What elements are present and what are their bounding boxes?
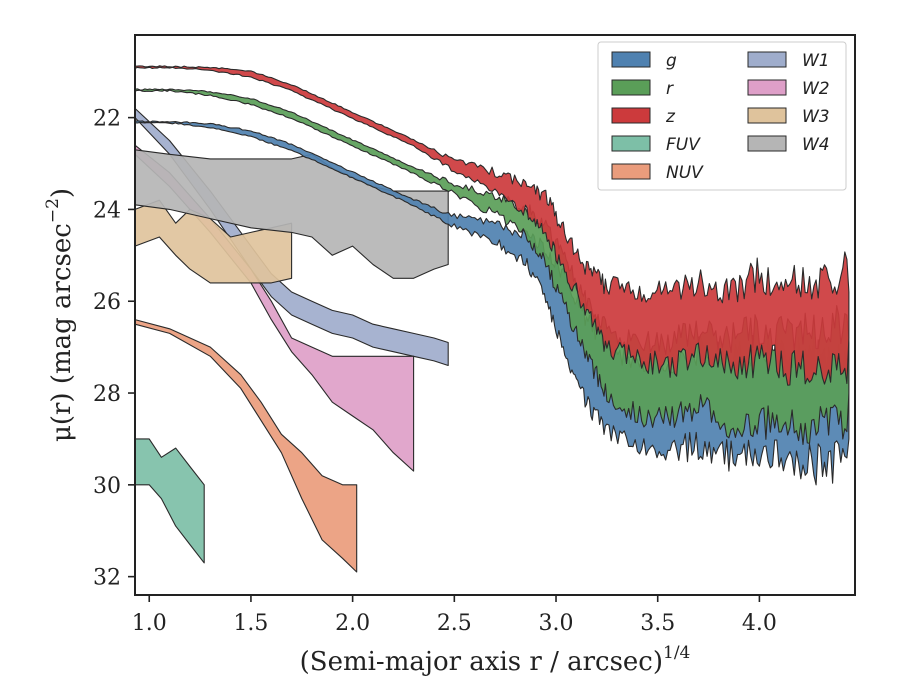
series-band-w4 xyxy=(134,149,449,279)
legend-label-r: r xyxy=(666,79,674,99)
y-tick-label: 32 xyxy=(93,566,121,591)
legend-label-fuv: FUV xyxy=(666,135,701,155)
y-tick-label: 28 xyxy=(93,382,121,407)
y-tick-label: 30 xyxy=(93,474,121,499)
x-tick-label: 2.0 xyxy=(335,611,370,636)
x-axis-label: (Semi-major axis r / arcsec)1/4 xyxy=(300,643,691,677)
x-tick-label: 1.0 xyxy=(132,611,167,636)
x-tick-label: 3.5 xyxy=(640,611,675,636)
x-tick-label: 2.5 xyxy=(437,611,472,636)
legend-swatch-r xyxy=(611,79,651,96)
legend-label-w4: W4 xyxy=(802,135,830,155)
series-band-w1 xyxy=(134,107,449,367)
series-layer xyxy=(134,65,850,573)
legend-label-g: g xyxy=(666,51,677,71)
x-tick-label: 1.5 xyxy=(233,611,268,636)
legend-label-w2: W2 xyxy=(802,79,830,99)
legend-label-z: z xyxy=(665,107,676,127)
legend-swatch-fuv xyxy=(611,135,651,152)
legend-swatch-z xyxy=(611,107,651,124)
y-axis-label: μ(r) (mag arcsec−2) xyxy=(43,188,77,442)
legend-label-w3: W3 xyxy=(802,107,830,127)
axis-ticks: 1.0 1.5 2.0 2.5 3.0 3.5 4.0 22 24 26 28 30 32 xyxy=(93,107,777,636)
legend-box xyxy=(597,41,847,191)
plot-frame xyxy=(134,34,856,596)
legend-swatch-g xyxy=(611,51,651,68)
y-axis-label-superscript: −2 xyxy=(43,198,63,223)
legend-swatch-w2 xyxy=(747,79,787,96)
y-tick-label: 26 xyxy=(93,290,121,315)
legend-label-w1: W1 xyxy=(802,51,830,71)
legend-swatch-w3 xyxy=(747,107,787,124)
y-tick-label: 22 xyxy=(93,107,121,132)
series-band-fuv xyxy=(134,438,205,564)
x-axis-label-superscript: 1/4 xyxy=(663,643,690,663)
series-band-z xyxy=(134,65,850,386)
legend-swatch-nuv xyxy=(611,163,651,180)
x-tick-label: 3.0 xyxy=(539,611,574,636)
y-axis-label-close: ) xyxy=(47,188,77,198)
series-band-nuv xyxy=(134,319,358,573)
legend: grz FUV NUV W1 W2 W3 W4 xyxy=(597,41,847,191)
legend-swatch-w4 xyxy=(747,135,787,152)
legend-swatch-w1 xyxy=(747,51,787,68)
y-tick-label: 24 xyxy=(93,198,121,223)
legend-label-nuv: NUV xyxy=(666,163,704,183)
x-tick-label: 4.0 xyxy=(742,611,777,636)
